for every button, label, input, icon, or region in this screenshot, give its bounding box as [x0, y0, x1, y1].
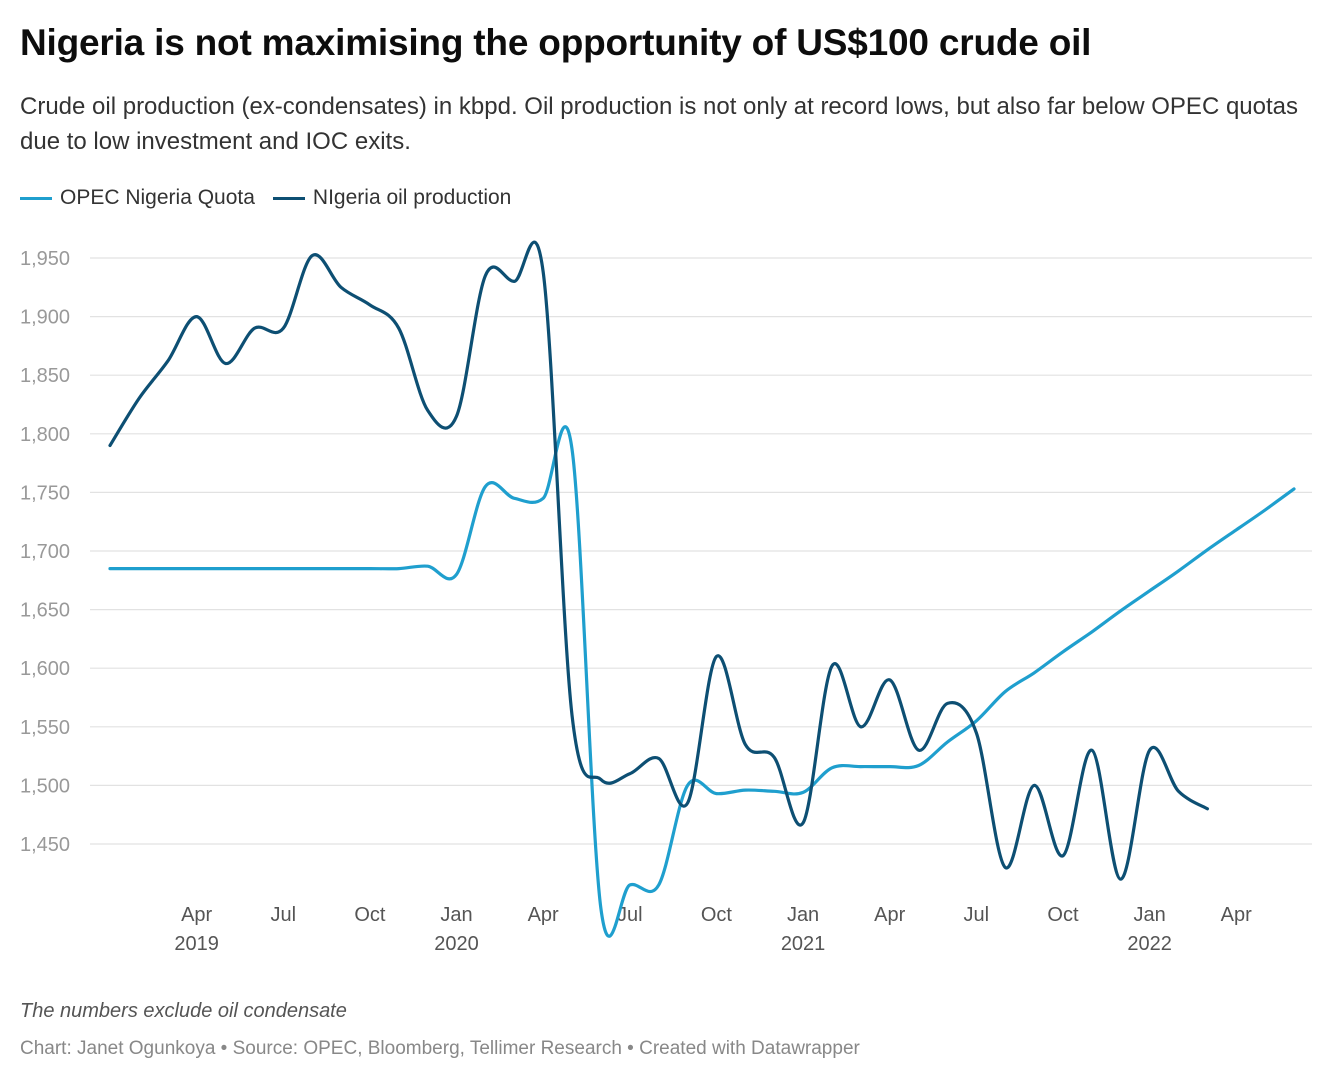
- x-tick-label-2021-10: Oct: [1047, 904, 1079, 926]
- y-tick-label-1750: 1,750: [20, 482, 70, 504]
- y-tick-label-1850: 1,850: [20, 365, 70, 387]
- series-lines: [108, 240, 1296, 938]
- chart-title: Nigeria is not maximising the opportunit…: [20, 22, 1092, 63]
- x-tick-label-2021-07: Jul: [964, 904, 990, 926]
- y-tick-label-1450: 1,450: [20, 834, 70, 856]
- y-tick-label-1800: 1,800: [20, 424, 70, 446]
- y-tick-label-1550: 1,550: [20, 717, 70, 739]
- legend-label-quota: OPEC Nigeria Quota: [60, 186, 255, 209]
- y-tick-label-1600: 1,600: [20, 658, 70, 680]
- y-axis: 1,450 1,500 1,550 1,600 1,650 1,700 1,750 1,800…: [20, 248, 70, 856]
- y-tick-label-1700: 1,700: [20, 541, 70, 563]
- series-line-production: [108, 240, 1209, 881]
- series-line-quota: [108, 425, 1296, 938]
- x-tick-year-2022: 2022: [1127, 933, 1172, 955]
- legend-label-production: NIgeria oil production: [312, 186, 512, 209]
- x-tick-label-2020-10: Oct: [701, 904, 733, 926]
- legend-swatch-production: [272, 196, 305, 200]
- x-tick-label-2019-07: Jul: [270, 904, 296, 926]
- legend-item-production: NIgeria oil production: [272, 186, 512, 210]
- chart-credit: Chart: Janet Ogunkoya • Source: OPEC, Bl…: [20, 1038, 860, 1059]
- x-tick-label-2020-04: Apr: [528, 904, 559, 926]
- legend-swatch-quota: [20, 196, 52, 200]
- x-tick-label-2019-10: Oct: [354, 904, 386, 926]
- x-tick-year-2021: 2021: [781, 933, 826, 955]
- x-tick-label-2021-04: Apr: [874, 904, 905, 926]
- x-axis: Apr 2019 Jul Oct Jan 2020 Apr Jul Oct Jan 2021 Apr J…: [174, 904, 1252, 955]
- y-tick-label-1900: 1,900: [20, 307, 70, 329]
- x-tick-year-2020: 2020: [434, 933, 479, 955]
- x-tick-label-2020-01: Jan: [440, 904, 472, 926]
- y-tick-label-1500: 1,500: [20, 775, 70, 797]
- x-tick-label-2022-04: Apr: [1221, 904, 1252, 926]
- y-tick-label-1650: 1,650: [20, 600, 70, 622]
- x-tick-label-2019-04: Apr: [181, 904, 212, 926]
- grid-lines: [90, 257, 1312, 845]
- line-chart: 1,450 1,500 1,550 1,600 1,650 1,700 1,750 1,800…: [20, 240, 1312, 955]
- legend-item-quota: OPEC Nigeria Quota: [20, 186, 255, 210]
- chart-note: The numbers exclude oil condensate: [20, 1000, 347, 1022]
- chart-subtitle: Crude oil production (ex-condensates) in…: [20, 93, 1298, 155]
- x-tick-label-2020-07: Jul: [617, 904, 643, 926]
- y-tick-label-1950: 1,950: [20, 248, 70, 270]
- chart-legend: OPEC Nigeria Quota NIgeria oil productio…: [20, 186, 529, 210]
- x-tick-label-2021-01: Jan: [787, 904, 819, 926]
- x-tick-label-2022-01: Jan: [1133, 904, 1165, 926]
- x-tick-year-2019: 2019: [174, 933, 219, 955]
